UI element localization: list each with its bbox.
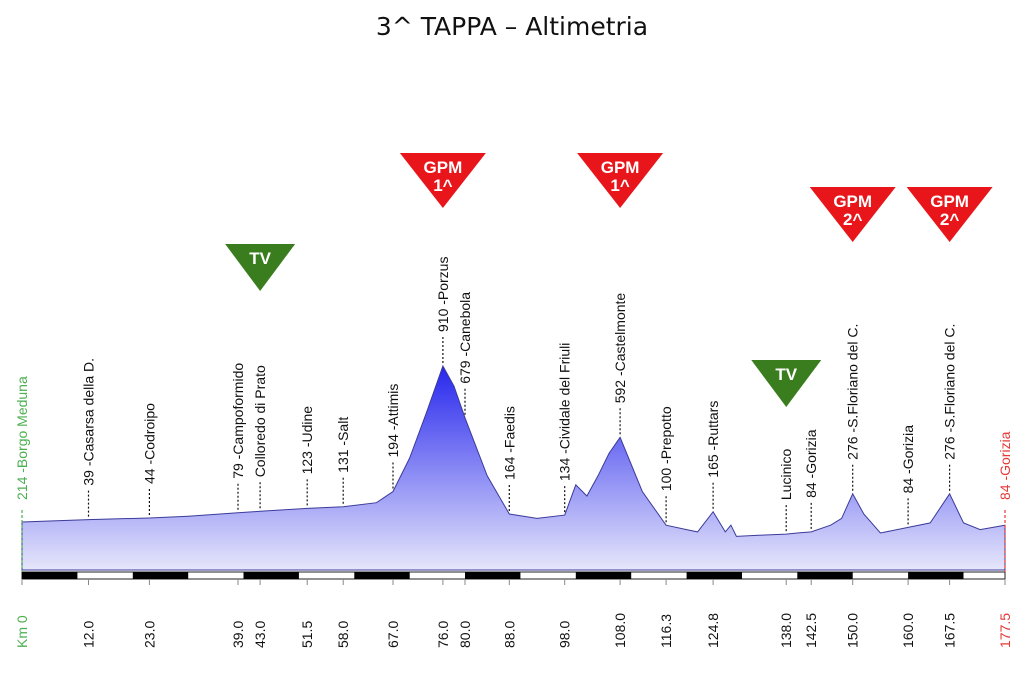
km-tick-label: 167.5 — [942, 613, 958, 648]
scale-segment — [354, 572, 410, 579]
km-tick-label: 43.0 — [252, 621, 268, 648]
marker-category: 2^ — [940, 210, 959, 229]
location-label: 100 -Prepotto — [658, 406, 674, 491]
marker-triangle — [577, 153, 664, 208]
km-tick-label: 88.0 — [501, 621, 517, 648]
marker-triangle — [399, 153, 486, 208]
marker-triangle — [225, 244, 296, 291]
scale-segment — [575, 572, 632, 579]
location-label: 276 -S.Floriano del C. — [845, 324, 861, 460]
km-tick-label: 98.0 — [557, 621, 573, 648]
marker-triangle — [751, 360, 822, 407]
km-tick-label: 76.0 — [435, 621, 451, 648]
km-tick-label: 12.0 — [81, 621, 97, 648]
marker-label: TV — [249, 249, 271, 268]
scale-segment — [908, 572, 964, 579]
location-label: 165 -Ruttars — [705, 401, 721, 478]
scale-segment — [686, 572, 742, 579]
km-tick-label: 142.5 — [803, 613, 819, 648]
km-tick-label: 39.0 — [230, 621, 246, 648]
scale-segment — [797, 572, 853, 579]
marker-label: GPM — [833, 192, 872, 211]
location-label: 276 -S.Floriano del C. — [942, 324, 958, 460]
location-label: 164 -Faedis — [501, 406, 517, 480]
marker-label: GPM — [601, 158, 640, 177]
km-tick-label: 23.0 — [141, 621, 157, 648]
location-label: 131 -Salt — [335, 417, 351, 473]
location-label: 194 -Attimis — [385, 384, 401, 458]
location-label: 84 -Gorizia — [900, 425, 916, 494]
location-label: Lucinico — [778, 449, 794, 501]
marker-category: 2^ — [843, 210, 862, 229]
location-label: 44 -Codroipo — [141, 403, 157, 484]
scale-segment — [22, 572, 78, 579]
location-label: 592 -Castelmonte — [612, 293, 628, 404]
km-tick-label: 177.5 — [997, 613, 1013, 648]
marker-label: GPM — [424, 158, 463, 177]
km-tick-label: 80.0 — [457, 621, 473, 648]
climb-marker: TV — [225, 244, 296, 291]
marker-category: 1^ — [433, 176, 452, 195]
scale-segment — [132, 572, 189, 579]
km-tick-label: 138.0 — [778, 613, 794, 648]
elevation-profile-area — [21, 364, 1006, 571]
km-tick-label: 124.8 — [705, 613, 721, 648]
km-tick-label: 58.0 — [335, 621, 351, 648]
marker-triangle — [906, 187, 993, 242]
marker-label: GPM — [930, 192, 969, 211]
marker-label: TV — [775, 365, 797, 384]
chart-title: 3^ TAPPA – Altimetria — [375, 12, 649, 41]
location-label: 84 -Gorizia — [997, 431, 1013, 500]
location-label: Colloredo di Prato — [252, 365, 268, 477]
location-label: 123 -Udine — [299, 406, 315, 475]
location-label: 39 -Casarsa della D. — [81, 358, 97, 486]
marker-triangle — [809, 187, 896, 242]
km-tick-label: 116.3 — [658, 614, 674, 648]
location-label: 84 -Gorizia — [803, 429, 819, 498]
marker-category: 1^ — [610, 176, 629, 195]
km-tick-label: 108.0 — [612, 613, 628, 648]
location-label: 79 -Campoformido — [230, 363, 246, 479]
km-tick-label: Km 0 — [14, 615, 30, 648]
climb-marker: TV — [751, 360, 822, 407]
scale-segment — [243, 572, 299, 579]
km-tick-label: 150.0 — [845, 613, 861, 648]
location-label: 679 -Canebola — [457, 292, 473, 384]
scale-segment — [465, 572, 521, 579]
location-label: 910 -Porzus — [435, 257, 451, 332]
km-tick-label: 67.0 — [385, 621, 401, 648]
km-tick-label: 51.5 — [299, 621, 315, 648]
location-label: 214 -Borgo Meduna — [14, 376, 30, 500]
km-tick-label: 160.0 — [900, 613, 916, 648]
location-label: 134 -Cividale del Friuli — [557, 343, 573, 482]
